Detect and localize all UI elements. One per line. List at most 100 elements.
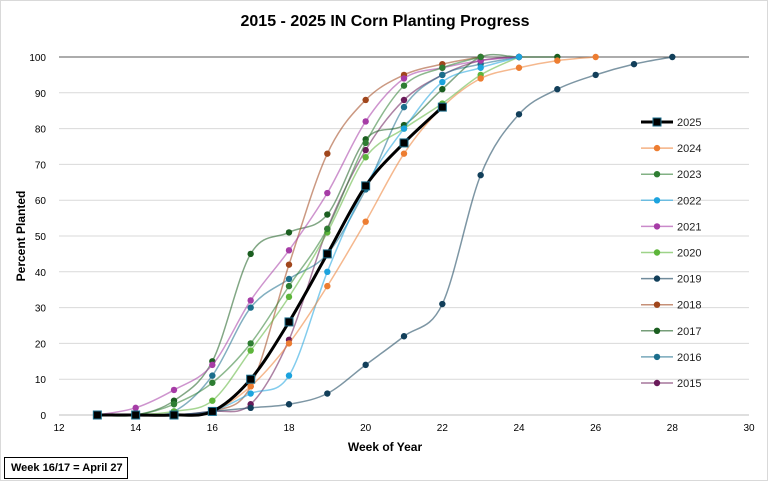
- data-point-2021: [400, 75, 408, 82]
- data-point-2019: [400, 333, 408, 340]
- data-point-2023: [400, 82, 408, 89]
- data-point-2022: [515, 53, 523, 61]
- data-point-2019: [247, 404, 254, 412]
- data-point-2023: [477, 53, 484, 61]
- data-point-2025: [284, 317, 294, 327]
- data-point-2024: [324, 282, 331, 290]
- data-point-2025: [322, 249, 332, 259]
- data-point-2025: [437, 102, 447, 112]
- data-point-2017: [439, 86, 446, 93]
- data-point-2021: [209, 361, 216, 369]
- legend-label-2017: 2017: [677, 326, 701, 338]
- week-note: Week 16/17 = April 27: [4, 457, 128, 479]
- y-tick-label: 100: [29, 53, 46, 64]
- data-point-2024: [400, 150, 408, 157]
- legend-label-2023: 2023: [677, 169, 701, 181]
- data-point-2024: [247, 383, 254, 390]
- data-point-2016: [285, 275, 293, 283]
- y-tick-label: 80: [35, 125, 47, 136]
- data-point-2022: [285, 372, 293, 379]
- data-point-2023: [247, 340, 254, 347]
- y-tick-label: 40: [35, 268, 47, 279]
- legend-label-2025: 2025: [677, 117, 701, 129]
- data-point-2023: [170, 401, 178, 408]
- legend-label-2020: 2020: [677, 248, 701, 260]
- data-point-2022: [439, 78, 446, 86]
- data-point-2016: [400, 103, 408, 111]
- x-tick-label: 26: [590, 423, 602, 434]
- data-point-2023: [209, 379, 216, 386]
- y-tick-label: 90: [35, 89, 47, 100]
- legend-marker-2021: [653, 223, 661, 230]
- data-point-2016: [209, 372, 216, 379]
- data-point-2024: [285, 340, 293, 347]
- data-point-2018: [285, 261, 293, 268]
- legend-label-2015: 2015: [677, 378, 701, 390]
- x-tick-label: 18: [283, 423, 295, 434]
- series-line-2023: [97, 56, 481, 417]
- y-tick-label: 10: [35, 375, 47, 386]
- legend-label-2016: 2016: [677, 352, 701, 364]
- data-point-2019: [324, 390, 331, 397]
- data-point-2019: [592, 71, 599, 79]
- legend-marker-2025: [652, 117, 662, 127]
- data-point-2024: [362, 218, 369, 225]
- legend-marker-2022: [653, 197, 661, 204]
- data-point-2025: [131, 410, 141, 420]
- y-tick-label: 30: [35, 304, 47, 315]
- data-point-2018: [324, 150, 331, 157]
- legend-marker-2016: [653, 353, 661, 361]
- data-point-2019: [630, 60, 638, 68]
- data-point-2022: [477, 64, 484, 71]
- legend-label-2021: 2021: [677, 221, 701, 233]
- legend-label-2024: 2024: [677, 143, 701, 155]
- data-point-2021: [247, 297, 254, 304]
- legend-marker-2018: [653, 301, 661, 308]
- data-point-2020: [247, 347, 254, 354]
- series-line-2025: [97, 106, 444, 417]
- data-point-2019: [285, 401, 293, 408]
- legend-marker-2015: [653, 379, 661, 387]
- x-tick-label: 28: [667, 423, 679, 434]
- y-tick-label: 50: [35, 232, 47, 243]
- legend-label-2019: 2019: [677, 274, 701, 286]
- data-point-2015: [362, 146, 369, 154]
- data-point-2019: [439, 300, 446, 308]
- x-tick-label: 30: [743, 423, 755, 434]
- data-point-2025: [246, 374, 256, 384]
- data-point-2015: [400, 96, 408, 104]
- data-point-2019: [554, 86, 561, 93]
- x-tick-label: 22: [437, 423, 449, 434]
- y-tick-label: 0: [40, 411, 46, 422]
- data-point-2021: [362, 118, 369, 125]
- data-point-2023: [324, 225, 331, 233]
- x-tick-label: 12: [53, 423, 65, 434]
- data-point-2021: [285, 247, 293, 254]
- data-point-2017: [285, 229, 293, 236]
- data-point-2025: [207, 406, 217, 416]
- legend-marker-2020: [653, 249, 661, 256]
- data-point-2020: [362, 154, 369, 161]
- x-tick-label: 24: [513, 423, 525, 434]
- data-point-2025: [169, 410, 179, 420]
- y-tick-label: 60: [35, 196, 47, 207]
- legend-label-2022: 2022: [677, 195, 701, 207]
- series-line-2019: [97, 56, 673, 417]
- data-point-2021: [170, 386, 178, 394]
- x-tick-label: 20: [360, 423, 372, 434]
- data-point-2019: [362, 361, 369, 369]
- legend-marker-2017: [653, 327, 661, 334]
- data-point-2021: [324, 189, 331, 197]
- data-point-2020: [209, 397, 216, 404]
- legend-label-2018: 2018: [677, 300, 701, 312]
- data-point-2024: [515, 64, 523, 71]
- data-point-2022: [400, 125, 408, 132]
- data-point-2025: [361, 181, 371, 191]
- data-point-2023: [285, 282, 293, 290]
- data-point-2024: [592, 53, 599, 61]
- data-point-2025: [92, 410, 102, 420]
- x-tick-label: 16: [207, 423, 219, 434]
- data-point-2023: [362, 139, 369, 147]
